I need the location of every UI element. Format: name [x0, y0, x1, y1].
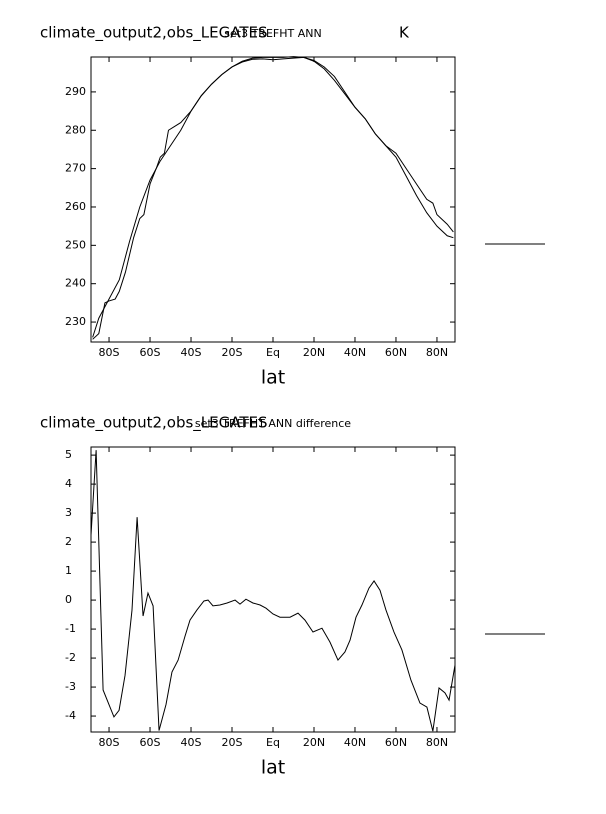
y-tick-label: 230	[65, 315, 86, 328]
y-tick-label: 0	[65, 593, 72, 606]
x-tick-label: Eq	[266, 736, 280, 749]
x-tick-label: 20S	[222, 346, 243, 359]
y-tick-label: 1	[65, 564, 72, 577]
data-line	[92, 56, 454, 338]
x-tick-label: 80N	[426, 346, 448, 359]
y-tick-label: 240	[65, 277, 86, 290]
x-tick-label: 60S	[140, 346, 161, 359]
x-tick-label: 20N	[303, 346, 325, 359]
x-tick-label: 80S	[99, 346, 120, 359]
x-tick-label: 40S	[181, 346, 202, 359]
x-tick-label: 80S	[99, 736, 120, 749]
y-tick-label: 4	[65, 477, 72, 490]
units-label: K	[399, 24, 410, 42]
data-line	[92, 56, 454, 340]
x-tick-label: 40N	[344, 736, 366, 749]
y-tick-label: -2	[65, 651, 76, 664]
y-tick-label: 5	[65, 448, 72, 461]
plot-frame	[90, 56, 456, 343]
x-tick-label: 40S	[181, 736, 202, 749]
x-axis-label: lat	[261, 757, 285, 779]
y-tick-label: 250	[65, 238, 86, 251]
y-tick-label: -4	[65, 709, 76, 722]
y-tick-label: 3	[65, 506, 72, 519]
x-axis-label: lat	[261, 367, 285, 389]
y-tick-label: 2	[65, 535, 72, 548]
x-tick-label: 80N	[426, 736, 448, 749]
chart-subtitle: set3 TREFHT ANN	[224, 27, 321, 40]
data-line	[90, 450, 456, 732]
plot-frame	[90, 446, 456, 733]
y-tick-label: 280	[65, 123, 86, 136]
x-tick-label: 40N	[344, 346, 366, 359]
x-tick-label: 20S	[222, 736, 243, 749]
y-tick-label: -3	[65, 680, 76, 693]
y-tick-label: 270	[65, 162, 86, 175]
y-tick-label: -1	[65, 622, 76, 635]
x-tick-label: 20N	[303, 736, 325, 749]
chart-subtitle: set3 TREFHT ANN difference	[195, 417, 351, 430]
y-tick-label: 260	[65, 200, 86, 213]
x-tick-label: 60S	[140, 736, 161, 749]
x-tick-label: Eq	[266, 346, 280, 359]
y-tick-label: 290	[65, 85, 86, 98]
x-tick-label: 60N	[385, 736, 407, 749]
chart-title: climate_output2,obs_LEGATES	[40, 414, 268, 433]
x-tick-label: 60N	[385, 346, 407, 359]
chart-title: climate_output2,obs_LEGATES	[40, 24, 268, 43]
